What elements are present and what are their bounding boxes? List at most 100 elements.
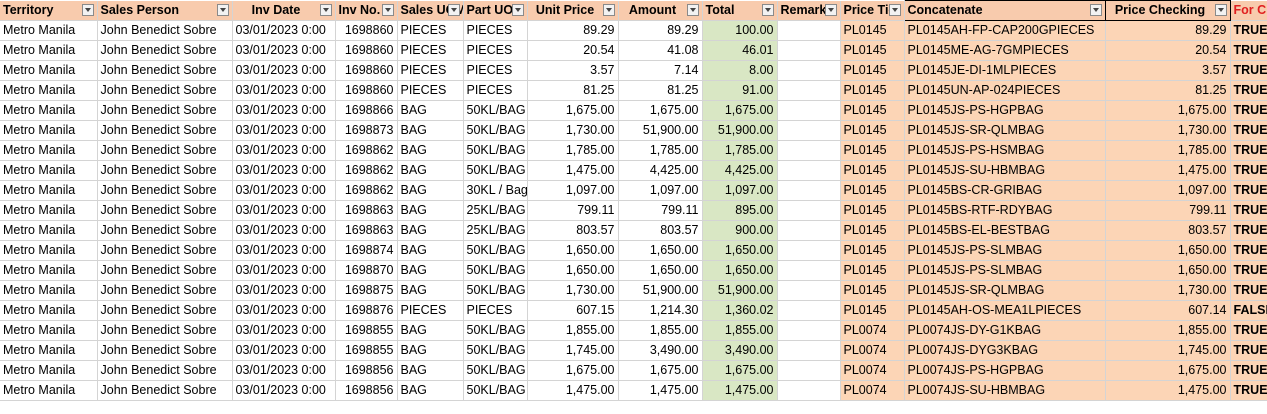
- total-cell[interactable]: 1,785.00: [702, 140, 778, 161]
- sales-person-cell[interactable]: John Benedict Sobre: [97, 80, 233, 101]
- total-cell[interactable]: 1,855.00: [702, 320, 778, 341]
- concatenate-cell[interactable]: PL0145JS-PS-SLMBAG: [904, 260, 1106, 281]
- for-checking-cell[interactable]: TRUE: [1230, 80, 1267, 101]
- remarks-cell[interactable]: [777, 280, 841, 301]
- territory-cell[interactable]: Metro Manila: [0, 100, 98, 121]
- part-uom-cell[interactable]: PIECES: [463, 20, 528, 41]
- inv-date-cell[interactable]: 03/01/2023 0:00: [232, 280, 336, 301]
- for-checking-cell[interactable]: TRUE: [1230, 40, 1267, 61]
- price-tier-cell[interactable]: PL0145: [840, 200, 905, 221]
- total-cell[interactable]: 46.01: [702, 40, 778, 61]
- inv-date-cell[interactable]: 03/01/2023 0:00: [232, 40, 336, 61]
- col-header-for-checking[interactable]: For Checking: [1230, 0, 1267, 21]
- territory-cell[interactable]: Metro Manila: [0, 280, 98, 301]
- inv-no-cell[interactable]: 1698856: [335, 360, 398, 381]
- inv-no-cell[interactable]: 1698876: [335, 300, 398, 321]
- price-tier-cell[interactable]: PL0145: [840, 120, 905, 141]
- territory-cell[interactable]: Metro Manila: [0, 120, 98, 141]
- price-tier-cell[interactable]: PL0074: [840, 340, 905, 361]
- inv-date-cell[interactable]: 03/01/2023 0:00: [232, 140, 336, 161]
- filter-dropdown-icon[interactable]: [447, 3, 460, 16]
- sales-person-cell[interactable]: John Benedict Sobre: [97, 340, 233, 361]
- amount-cell[interactable]: 1,097.00: [618, 180, 703, 201]
- remarks-cell[interactable]: [777, 340, 841, 361]
- col-header-total[interactable]: Total: [702, 0, 778, 21]
- part-uom-cell[interactable]: 50KL/BAG: [463, 260, 528, 281]
- amount-cell[interactable]: 7.14: [618, 60, 703, 81]
- price-checking-cell[interactable]: 1,745.00: [1105, 340, 1231, 361]
- price-checking-cell[interactable]: 81.25: [1105, 80, 1231, 101]
- col-header-price-tier[interactable]: Price Tier: [840, 0, 905, 21]
- part-uom-cell[interactable]: PIECES: [463, 300, 528, 321]
- inv-no-cell[interactable]: 1698860: [335, 80, 398, 101]
- price-tier-cell[interactable]: PL0145: [840, 180, 905, 201]
- filter-dropdown-icon[interactable]: [381, 3, 394, 16]
- amount-cell[interactable]: 1,675.00: [618, 360, 703, 381]
- amount-cell[interactable]: 89.29: [618, 20, 703, 41]
- remarks-cell[interactable]: [777, 260, 841, 281]
- total-cell[interactable]: 895.00: [702, 200, 778, 221]
- remarks-cell[interactable]: [777, 240, 841, 261]
- amount-cell[interactable]: 4,425.00: [618, 160, 703, 181]
- remarks-cell[interactable]: [777, 380, 841, 401]
- inv-no-cell[interactable]: 1698856: [335, 380, 398, 401]
- unit-price-cell[interactable]: 81.25: [527, 80, 619, 101]
- part-uom-cell[interactable]: 50KL/BAG: [463, 360, 528, 381]
- part-uom-cell[interactable]: 50KL/BAG: [463, 120, 528, 141]
- remarks-cell[interactable]: [777, 120, 841, 141]
- part-uom-cell[interactable]: 50KL/BAG: [463, 380, 528, 401]
- inv-no-cell[interactable]: 1698862: [335, 180, 398, 201]
- amount-cell[interactable]: 51,900.00: [618, 280, 703, 301]
- concatenate-cell[interactable]: PL0074JS-DY-G1KBAG: [904, 320, 1106, 341]
- inv-date-cell[interactable]: 03/01/2023 0:00: [232, 340, 336, 361]
- price-checking-cell[interactable]: 3.57: [1105, 60, 1231, 81]
- unit-price-cell[interactable]: 1,785.00: [527, 140, 619, 161]
- concatenate-cell[interactable]: PL0145ME-AG-7GMPIECES: [904, 40, 1106, 61]
- part-uom-cell[interactable]: 50KL/BAG: [463, 140, 528, 161]
- price-checking-cell[interactable]: 1,650.00: [1105, 240, 1231, 261]
- price-tier-cell[interactable]: PL0145: [840, 240, 905, 261]
- territory-cell[interactable]: Metro Manila: [0, 360, 98, 381]
- part-uom-cell[interactable]: 25KL/BAG: [463, 200, 528, 221]
- inv-date-cell[interactable]: 03/01/2023 0:00: [232, 360, 336, 381]
- sales-uom-cell[interactable]: BAG: [396, 100, 464, 121]
- sales-uom-cell[interactable]: PIECES: [396, 60, 464, 81]
- col-header-part-uom[interactable]: Part UOM: [463, 0, 528, 21]
- price-tier-cell[interactable]: PL0145: [840, 100, 905, 121]
- price-checking-cell[interactable]: 1,475.00: [1105, 160, 1231, 181]
- unit-price-cell[interactable]: 1,855.00: [527, 320, 619, 341]
- sales-person-cell[interactable]: John Benedict Sobre: [97, 280, 233, 301]
- sales-uom-cell[interactable]: BAG: [396, 160, 464, 181]
- total-cell[interactable]: 1,650.00: [702, 260, 778, 281]
- for-checking-cell[interactable]: TRUE: [1230, 360, 1267, 381]
- remarks-cell[interactable]: [777, 360, 841, 381]
- inv-no-cell[interactable]: 1698863: [335, 220, 398, 241]
- filter-dropdown-icon[interactable]: [81, 3, 94, 16]
- for-checking-cell[interactable]: TRUE: [1230, 100, 1267, 121]
- price-checking-cell[interactable]: 1,675.00: [1105, 360, 1231, 381]
- part-uom-cell[interactable]: 50KL/BAG: [463, 100, 528, 121]
- unit-price-cell[interactable]: 1,675.00: [527, 100, 619, 121]
- sales-person-cell[interactable]: John Benedict Sobre: [97, 140, 233, 161]
- total-cell[interactable]: 51,900.00: [702, 120, 778, 141]
- amount-cell[interactable]: 41.08: [618, 40, 703, 61]
- inv-no-cell[interactable]: 1698862: [335, 140, 398, 161]
- part-uom-cell[interactable]: PIECES: [463, 40, 528, 61]
- sales-person-cell[interactable]: John Benedict Sobre: [97, 300, 233, 321]
- sales-person-cell[interactable]: John Benedict Sobre: [97, 20, 233, 41]
- inv-no-cell[interactable]: 1698863: [335, 200, 398, 221]
- filter-dropdown-icon[interactable]: [1214, 4, 1227, 16]
- total-cell[interactable]: 91.00: [702, 80, 778, 101]
- unit-price-cell[interactable]: 1,730.00: [527, 120, 619, 141]
- remarks-cell[interactable]: [777, 200, 841, 221]
- concatenate-cell[interactable]: PL0074JS-DYG3KBAG: [904, 340, 1106, 361]
- amount-cell[interactable]: 803.57: [618, 220, 703, 241]
- inv-no-cell[interactable]: 1698855: [335, 340, 398, 361]
- price-tier-cell[interactable]: PL0074: [840, 380, 905, 401]
- sales-person-cell[interactable]: John Benedict Sobre: [97, 60, 233, 81]
- sales-person-cell[interactable]: John Benedict Sobre: [97, 100, 233, 121]
- sales-uom-cell[interactable]: BAG: [396, 180, 464, 201]
- total-cell[interactable]: 1,360.02: [702, 300, 778, 321]
- price-checking-cell[interactable]: 1,475.00: [1105, 380, 1231, 401]
- sales-person-cell[interactable]: John Benedict Sobre: [97, 180, 233, 201]
